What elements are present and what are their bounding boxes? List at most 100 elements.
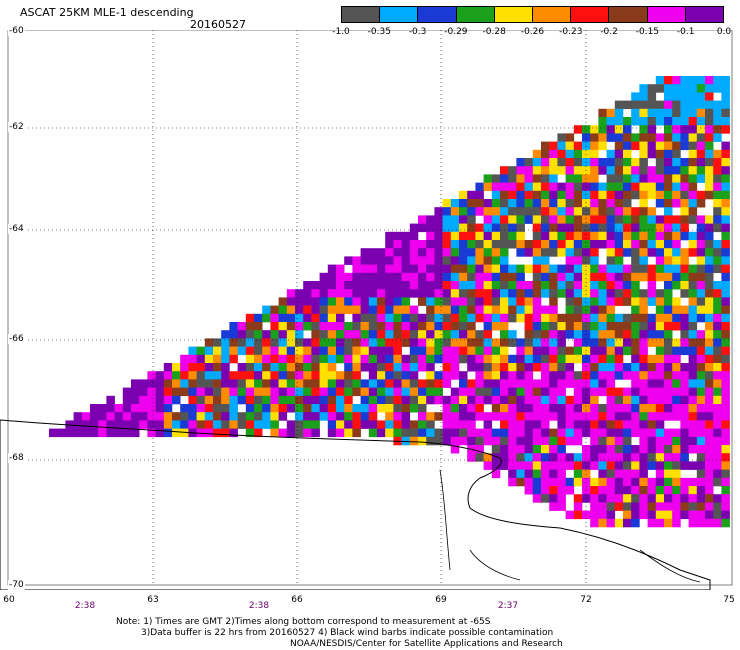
data-cell [442,313,452,323]
data-cell [295,313,304,323]
data-cell [475,404,484,413]
data-cell [705,117,714,126]
lon-label: 69 [435,595,447,605]
data-cell [614,395,624,405]
data-cell [721,338,730,347]
data-cell [631,231,640,241]
data-cell [614,223,624,233]
data-cell [672,477,681,487]
data-cell [655,371,665,380]
data-cell [442,248,452,257]
data-cell [664,428,673,438]
data-cell [614,486,624,495]
data-cell [500,322,509,331]
data-cell [450,281,460,290]
data-cell [418,354,427,364]
data-cell [631,379,640,388]
data-cell [705,248,714,257]
data-cell [327,420,337,429]
data-cell [467,248,476,257]
data-cell [705,395,714,405]
data-cell [229,338,238,347]
data-cell [352,289,361,298]
data-cell [549,223,558,233]
data-cell [639,404,648,413]
data-cell [688,84,698,93]
data-cell [582,264,591,274]
data-cell [286,305,296,315]
data-cell [598,125,607,134]
data-cell [696,248,706,257]
data-cell [639,199,648,208]
data-cell [327,322,337,331]
data-cell [672,133,681,142]
data-cell [426,420,435,429]
data-cell [475,305,484,315]
lat-label: -60 [8,26,25,36]
data-cell [541,223,550,233]
data-cell [639,158,648,167]
data-cell [524,436,534,446]
data-cell [680,125,689,134]
data-cell [713,297,722,306]
data-cell [655,453,665,462]
data-cell [639,84,648,93]
data-cell [664,346,673,356]
data-cell [573,420,583,429]
data-cell [655,404,665,413]
data-cell [344,354,353,364]
data-cell [336,354,345,364]
data-cell [557,223,566,233]
data-cell [491,264,501,274]
data-cell [623,338,632,347]
data-cell [368,346,378,356]
data-cell [582,354,591,364]
data-cell [623,461,632,470]
data-cell [688,215,698,224]
data-cell [606,108,616,118]
data-cell [713,330,722,339]
data-cell [450,313,460,323]
data-cell [442,379,452,388]
data-cell [106,412,115,421]
data-cell [500,182,509,192]
data-cell [631,240,640,249]
data-cell [393,281,402,290]
data-cell [549,264,558,274]
data-cell [524,404,534,413]
data-cell [385,404,394,413]
data-cell [278,404,288,413]
data-cell [532,494,542,503]
data-cell [467,330,476,339]
data-cell [459,207,468,216]
data-cell [713,469,722,479]
data-cell [549,289,558,298]
data-cell [565,289,575,298]
data-cell [655,76,665,85]
data-cell [295,395,304,405]
data-cell [516,461,525,470]
data-cell [442,281,452,290]
data-cell [549,149,558,159]
data-cell [532,445,542,454]
data-cell [705,436,714,446]
data-cell [655,84,665,93]
data-cell [483,289,493,298]
data-cell [524,477,534,487]
data-cell [254,428,263,438]
data-cell [565,264,575,274]
data-cell [565,174,575,183]
data-cell [614,256,624,265]
data-cell [459,264,468,274]
data-cell [696,412,706,421]
data-cell [582,404,591,413]
data-cell [491,231,501,241]
data-cell [541,215,550,224]
data-cell [377,363,386,372]
data-cell [664,272,673,282]
data-cell [196,354,206,364]
data-cell [565,215,575,224]
data-cell [524,248,534,257]
data-cell [122,387,132,397]
data-cell [237,330,247,339]
